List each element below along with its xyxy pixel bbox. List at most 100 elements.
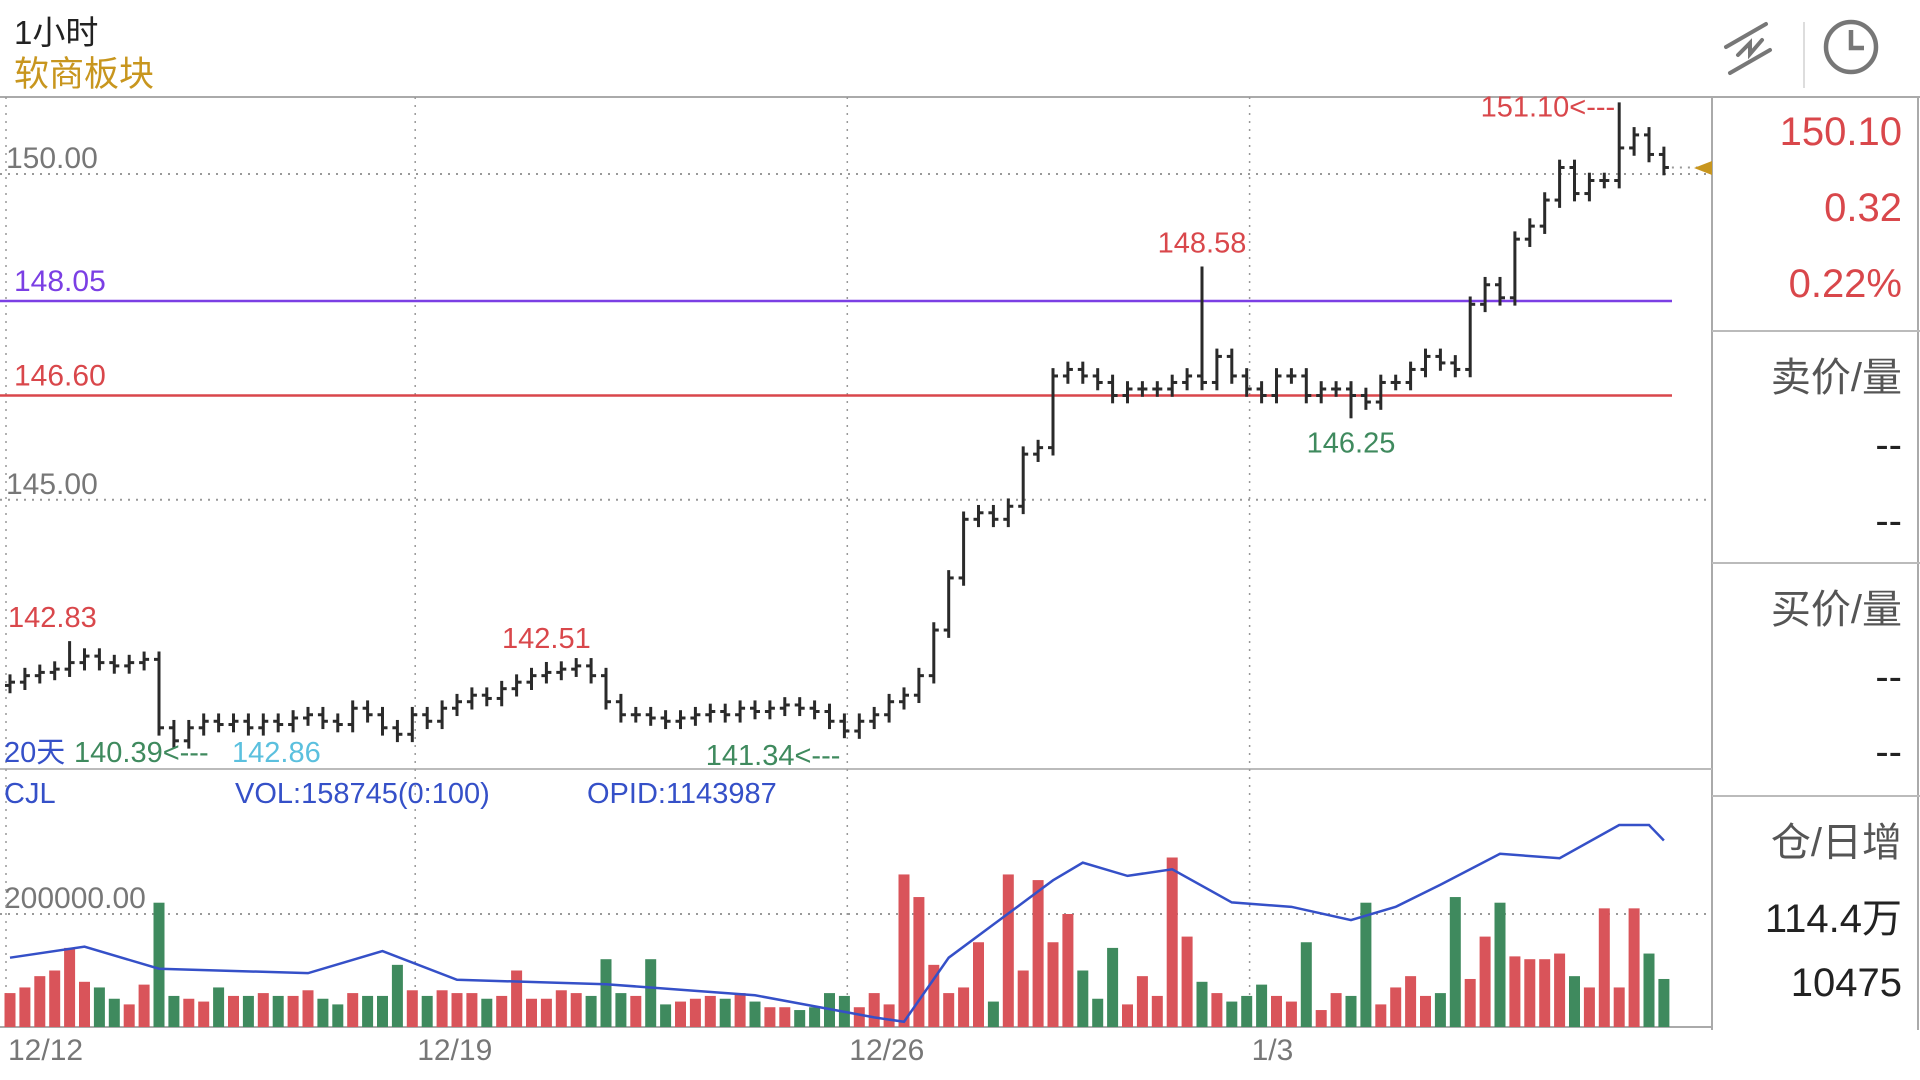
ohlc-bar [273, 713, 284, 733]
volume-bar [1315, 1010, 1327, 1027]
volume-bar [1464, 978, 1476, 1027]
volume-bar [1449, 897, 1461, 1027]
ohlc-bar [1390, 374, 1401, 391]
volume-bar [987, 1001, 999, 1027]
ohlc-bar [735, 700, 746, 723]
clock-icon[interactable] [1823, 19, 1879, 75]
volume-bar [213, 987, 225, 1027]
volume-bar [570, 993, 582, 1027]
ohlc-bar [437, 700, 448, 730]
ohlc-bar [1018, 446, 1029, 515]
price-tick-label: 145.00 [6, 468, 98, 501]
volume-bar [1390, 987, 1402, 1027]
volume-bar [1554, 953, 1566, 1027]
volume-bar [779, 1007, 791, 1027]
ohlc-bar [884, 693, 895, 723]
last-price-marker [1694, 161, 1712, 175]
volume-bar [108, 998, 120, 1027]
ohlc-bar [1197, 266, 1207, 391]
volume-bar [1017, 970, 1029, 1027]
volume-bar [526, 998, 537, 1027]
ohlc-bar [869, 706, 880, 730]
volume-bar [868, 993, 880, 1027]
drawing-tool-icon[interactable] [1724, 22, 1772, 75]
ohlc-bar [615, 693, 626, 723]
volume-bar [1092, 998, 1104, 1027]
volume-bar [362, 995, 374, 1027]
ohlc-bar [407, 706, 418, 743]
volume-bar [1613, 987, 1625, 1027]
volume-bar [689, 998, 701, 1027]
volume-bar [898, 874, 910, 1027]
volume-bar [1583, 987, 1595, 1027]
ohlc-bar [660, 710, 671, 730]
ohlc-bar [213, 713, 224, 733]
ohlc-bar [496, 680, 507, 707]
ohlc-bar [422, 706, 433, 730]
volume-bar [168, 995, 180, 1027]
volume-bar [1405, 976, 1417, 1027]
ohlc-bar [943, 570, 954, 638]
volume-bar [1285, 1001, 1297, 1027]
volume-bar [1151, 995, 1163, 1027]
volume-bar [1509, 956, 1521, 1027]
ohlc-bar [541, 661, 552, 684]
ohlc-bar [1122, 381, 1133, 404]
ask-label: 卖价/量 [1770, 356, 1902, 400]
ohlc-bar [109, 654, 120, 674]
volume-bar [1643, 953, 1655, 1027]
volume-bar [123, 1004, 135, 1027]
ohlc-bar [228, 713, 239, 733]
volume-bar [1330, 993, 1342, 1027]
date-label: 1/3 [1252, 1034, 1294, 1067]
ohlc-bar [601, 667, 611, 710]
last-price: 150.10 [1779, 110, 1902, 154]
volume-bar [257, 993, 269, 1027]
ohlc-bar [139, 651, 150, 671]
ohlc-bar [1509, 231, 1520, 306]
period-label[interactable]: 1小时 [14, 14, 99, 51]
ohlc-bar [913, 667, 924, 704]
volume-bar [928, 964, 940, 1027]
volume-bar [287, 995, 299, 1027]
volume-bar [406, 990, 418, 1027]
ohlc-bar [64, 641, 75, 677]
volume-tick-label: 200000.00 [4, 882, 146, 915]
volume-bar [481, 998, 493, 1027]
ohlc-bar [154, 651, 164, 736]
ohlc-bar [1331, 381, 1342, 397]
volume-bar [1420, 995, 1431, 1027]
volume-bar [883, 1004, 895, 1027]
ask-price: -- [1875, 423, 1902, 467]
ohlc-bar [79, 648, 90, 671]
volume-bar [1196, 981, 1208, 1027]
volume-bar [1628, 908, 1640, 1027]
ohlc-bar [124, 654, 135, 674]
date-label: 12/19 [417, 1034, 492, 1067]
ohlc-bar [958, 511, 969, 586]
ohlc-bar [1644, 127, 1654, 163]
volume-bar [272, 995, 284, 1027]
vol-readout: VOL:158745(0:100) [235, 778, 490, 810]
open-interest-line [9, 823, 1665, 1024]
ohlc-bar [839, 713, 850, 739]
ohlc-bar [1375, 374, 1386, 410]
volume-bar [436, 990, 448, 1027]
open-interest: 114.4万 [1764, 897, 1902, 941]
ohlc-bar [1003, 498, 1014, 528]
bid-volume: -- [1875, 730, 1902, 774]
volume-bar [1271, 995, 1282, 1027]
ohlc-bar [1286, 368, 1297, 384]
ohlc-bar [1569, 159, 1580, 202]
price-change: 0.32 [1824, 186, 1902, 230]
volume-bar [749, 1001, 761, 1027]
volume-bar [1062, 914, 1074, 1027]
high-ref-label: 142.86 [232, 737, 321, 769]
ohlc-bar [973, 504, 984, 528]
volume-bar [138, 984, 150, 1027]
extreme-price-label: 142.51 [502, 623, 591, 655]
ohlc-bar [1211, 348, 1222, 391]
ohlc-bar [94, 648, 105, 671]
ohlc-bar [675, 710, 686, 730]
